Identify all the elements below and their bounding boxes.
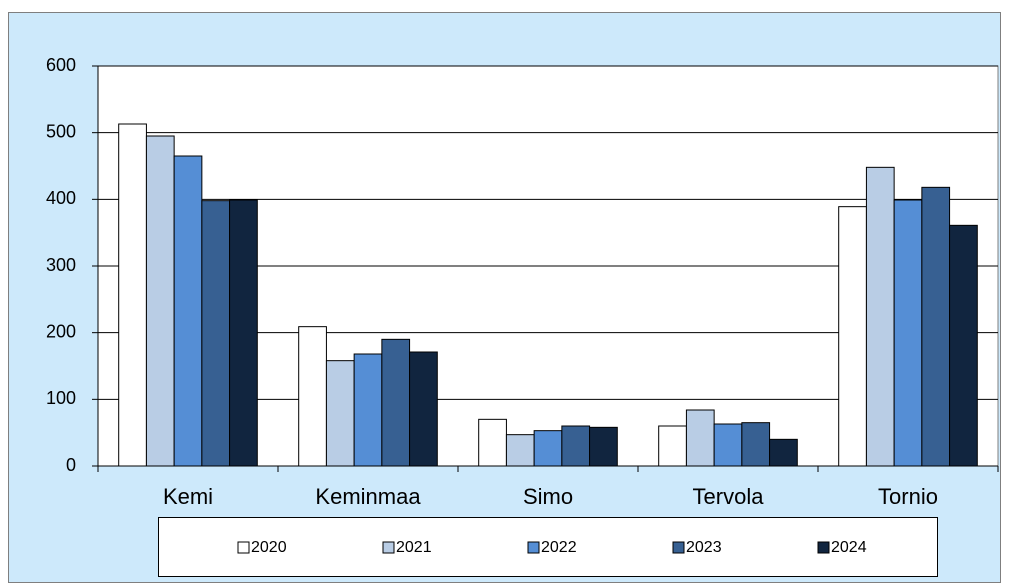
x-tick-label: Simo [523,484,573,509]
bar [769,438,798,467]
legend-label: 2024 [831,539,867,556]
bar [478,418,507,467]
bar [949,224,978,467]
bar [741,422,771,467]
bar [145,135,175,467]
bar [409,351,438,467]
bar [713,423,743,467]
legend-swatch [672,541,685,554]
y-tick-label: 100 [46,388,76,408]
x-tick-label: Kemi [163,484,213,509]
bar [658,425,687,467]
bar [561,425,591,467]
legend-swatch [817,541,830,554]
y-tick-label: 0 [66,455,76,475]
legend-swatch [237,541,250,554]
bar [685,409,715,467]
y-tick-label: 600 [46,55,76,75]
legend-label: 2021 [396,539,432,556]
legend-label: 2020 [251,539,287,556]
bar [921,186,951,467]
legend-swatch [527,541,540,554]
legend-label: 2022 [541,539,577,556]
bar [838,206,867,467]
y-tick-label: 400 [46,188,76,208]
bar [381,338,411,467]
bar [173,155,203,467]
bar [118,123,147,467]
bar [533,430,563,467]
legend-label: 2023 [686,539,722,556]
y-tick-label: 200 [46,321,76,341]
bar [325,360,355,467]
bar [865,166,895,467]
legend-swatch [382,541,395,554]
legend [158,517,938,577]
x-tick-label: Tervola [693,484,765,509]
bar [298,326,327,467]
bar [893,199,923,467]
bar [353,353,383,467]
x-tick-label: Tornio [878,484,938,509]
y-tick-label: 300 [46,255,76,275]
bar [201,200,231,467]
bar [589,426,618,467]
bar [505,434,535,467]
x-tick-label: Keminmaa [315,484,421,509]
y-tick-label: 500 [46,121,76,141]
bar [229,199,258,467]
